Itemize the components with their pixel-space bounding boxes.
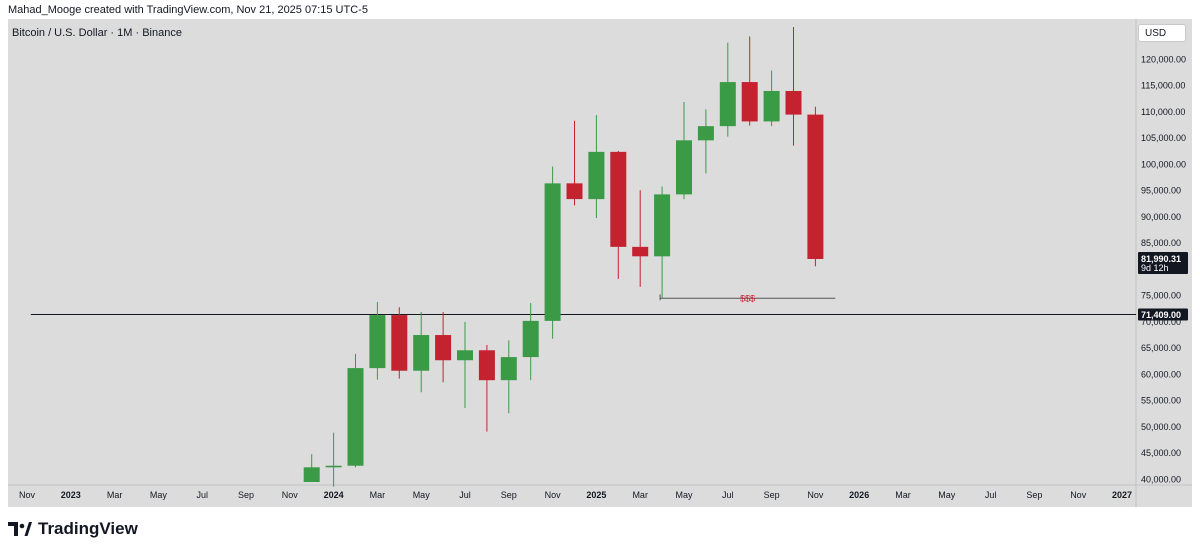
y-tick-label: 115,000.00	[1141, 81, 1185, 91]
x-tick-label: Sep	[238, 490, 254, 500]
support-price-badge	[1138, 308, 1188, 321]
candlestick-chart[interactable]: 40,000.00 45,000.00 50,000.00 55,000.00 60,0…	[8, 19, 1192, 507]
candle-body	[632, 246, 649, 257]
y-tick-label: 90,000.00	[1141, 212, 1181, 222]
candle-body	[566, 183, 583, 200]
x-tick-label: Mar	[370, 490, 386, 500]
brand-name: TradingView	[38, 519, 138, 538]
x-tick-label: Sep	[764, 490, 780, 500]
chart-credit: Mahad_Mooge created with TradingView.com…	[8, 4, 368, 16]
y-tick-label: 120,000.00	[1141, 54, 1186, 64]
x-tick-label: Jul	[722, 490, 734, 500]
candle-body	[741, 82, 758, 122]
candle-body	[654, 194, 671, 257]
x-tick-label: Nov	[1070, 490, 1087, 500]
y-tick-label: 110,000.00	[1141, 107, 1185, 117]
candle-body	[325, 465, 342, 468]
candle-body	[719, 82, 736, 127]
candle-body	[413, 335, 430, 371]
candle-body	[347, 368, 364, 466]
candle-body	[391, 315, 408, 371]
candle-body	[500, 357, 517, 381]
x-tick-label: Jul	[459, 490, 471, 500]
footer-branding: TradingView	[8, 514, 138, 544]
y-tick-label: 50,000.00	[1141, 422, 1181, 432]
x-tick-label: 2025	[586, 490, 606, 500]
candle-body	[457, 350, 473, 361]
x-tick-label: Jul	[985, 490, 997, 500]
y-tick-label: 105,000.00	[1141, 133, 1186, 143]
x-tick-label: Mar	[895, 490, 911, 500]
candle-body	[785, 90, 802, 115]
x-tick-label: May	[413, 490, 431, 500]
y-tick-label: 40,000.00	[1141, 474, 1181, 484]
x-tick-label: Nov	[545, 490, 562, 500]
x-tick-label: Sep	[1026, 490, 1042, 500]
x-tick-label: 2023	[61, 490, 81, 500]
x-tick-label: Sep	[501, 490, 517, 500]
x-tick-label: May	[675, 490, 693, 500]
candle-body	[522, 320, 539, 358]
candle-body	[588, 151, 605, 200]
candle-body	[676, 140, 692, 195]
x-tick-label: Jul	[196, 490, 208, 500]
countdown-label: 9d 12h	[1141, 263, 1169, 273]
x-tick-label: May	[150, 490, 168, 500]
x-tick-label: May	[938, 490, 956, 500]
x-tick-label: 2024	[324, 490, 344, 500]
y-tick-label: 95,000.00	[1141, 186, 1181, 196]
x-tick-label: 2026	[849, 490, 869, 500]
x-tick-label: Mar	[107, 490, 123, 500]
x-tick-label: Nov	[19, 490, 36, 500]
currency-selector[interactable]: USD	[1138, 24, 1186, 42]
last-price-label: 81,990.31	[1141, 254, 1181, 264]
x-tick-label: Nov	[807, 490, 824, 500]
y-tick-label: 65,000.00	[1141, 343, 1181, 353]
candle-body	[807, 114, 824, 259]
y-tick-label: 45,000.00	[1141, 448, 1181, 458]
x-tick-label: 2027	[1112, 490, 1132, 500]
x-tick-label: Nov	[282, 490, 299, 500]
y-tick-label: 55,000.00	[1141, 396, 1181, 406]
support-price-label: 71,409.00	[1141, 310, 1181, 320]
candle-body	[763, 90, 780, 122]
candle-body	[435, 335, 452, 361]
candle-body	[610, 151, 627, 247]
candle-body	[303, 467, 320, 482]
liquidity-annotation: $$$	[740, 293, 755, 303]
candle-body	[369, 315, 386, 369]
y-tick-label: 60,000.00	[1141, 369, 1181, 379]
last-price-badge	[1138, 251, 1188, 274]
y-tick-label: 70,000.00	[1141, 317, 1181, 327]
y-tick-label: 75,000.00	[1141, 291, 1181, 301]
candle-body	[478, 350, 495, 381]
x-tick-label: Mar	[632, 490, 648, 500]
chart-area[interactable]: 40,000.00 45,000.00 50,000.00 55,000.00 60,0…	[8, 19, 1192, 507]
symbol-title[interactable]: Bitcoin / U.S. Dollar · 1M · Binance	[12, 27, 182, 39]
y-tick-label: 85,000.00	[1141, 238, 1181, 248]
tradingview-logo-icon	[8, 522, 32, 536]
candle-body	[697, 126, 714, 141]
candle-body	[544, 183, 561, 321]
y-tick-label: 100,000.00	[1141, 159, 1186, 169]
